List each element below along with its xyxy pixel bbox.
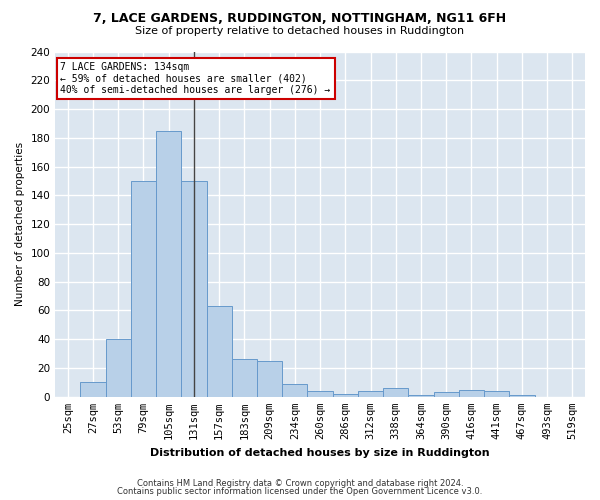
Bar [181,181,206,397]
Text: Size of property relative to detached houses in Ruddington: Size of property relative to detached ho… [136,26,464,36]
X-axis label: Distribution of detached houses by size in Ruddington: Distribution of detached houses by size … [150,448,490,458]
Text: 7, LACE GARDENS, RUDDINGTON, NOTTINGHAM, NG11 6FH: 7, LACE GARDENS, RUDDINGTON, NOTTINGHAM,… [94,12,506,26]
Bar [206,306,232,397]
Bar [232,360,257,397]
Bar [383,388,409,397]
Bar [106,340,131,397]
Bar [332,394,358,397]
Bar [131,181,156,397]
Bar [257,361,282,397]
Bar [484,391,509,397]
Text: 7 LACE GARDENS: 134sqm
← 59% of detached houses are smaller (402)
40% of semi-de: 7 LACE GARDENS: 134sqm ← 59% of detached… [61,62,331,95]
Bar [434,392,459,397]
Bar [509,396,535,397]
Bar [282,384,307,397]
Bar [156,130,181,397]
Bar [409,396,434,397]
Bar [307,391,332,397]
Bar [358,391,383,397]
Bar [459,390,484,397]
Text: Contains public sector information licensed under the Open Government Licence v3: Contains public sector information licen… [118,487,482,496]
Y-axis label: Number of detached properties: Number of detached properties [15,142,25,306]
Bar [80,382,106,397]
Text: Contains HM Land Registry data © Crown copyright and database right 2024.: Contains HM Land Registry data © Crown c… [137,478,463,488]
